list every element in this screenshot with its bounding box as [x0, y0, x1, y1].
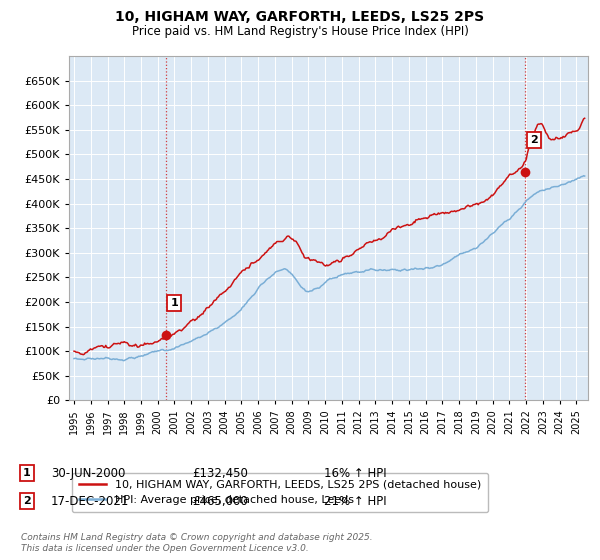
Text: Contains HM Land Registry data © Crown copyright and database right 2025.
This d: Contains HM Land Registry data © Crown c… — [21, 533, 373, 553]
Text: 2: 2 — [23, 496, 31, 506]
Text: 2: 2 — [530, 134, 538, 144]
Text: 30-JUN-2000: 30-JUN-2000 — [51, 466, 125, 480]
Legend: 10, HIGHAM WAY, GARFORTH, LEEDS, LS25 2PS (detached house), HPI: Average price, : 10, HIGHAM WAY, GARFORTH, LEEDS, LS25 2P… — [72, 473, 488, 512]
Text: 16% ↑ HPI: 16% ↑ HPI — [324, 466, 386, 480]
Text: £465,000: £465,000 — [192, 494, 248, 508]
Text: 17-DEC-2021: 17-DEC-2021 — [51, 494, 130, 508]
Text: 1: 1 — [23, 468, 31, 478]
Text: 1: 1 — [170, 298, 178, 308]
Text: 21% ↑ HPI: 21% ↑ HPI — [324, 494, 386, 508]
Text: 10, HIGHAM WAY, GARFORTH, LEEDS, LS25 2PS: 10, HIGHAM WAY, GARFORTH, LEEDS, LS25 2P… — [115, 10, 485, 24]
Text: £132,450: £132,450 — [192, 466, 248, 480]
Text: Price paid vs. HM Land Registry's House Price Index (HPI): Price paid vs. HM Land Registry's House … — [131, 25, 469, 38]
